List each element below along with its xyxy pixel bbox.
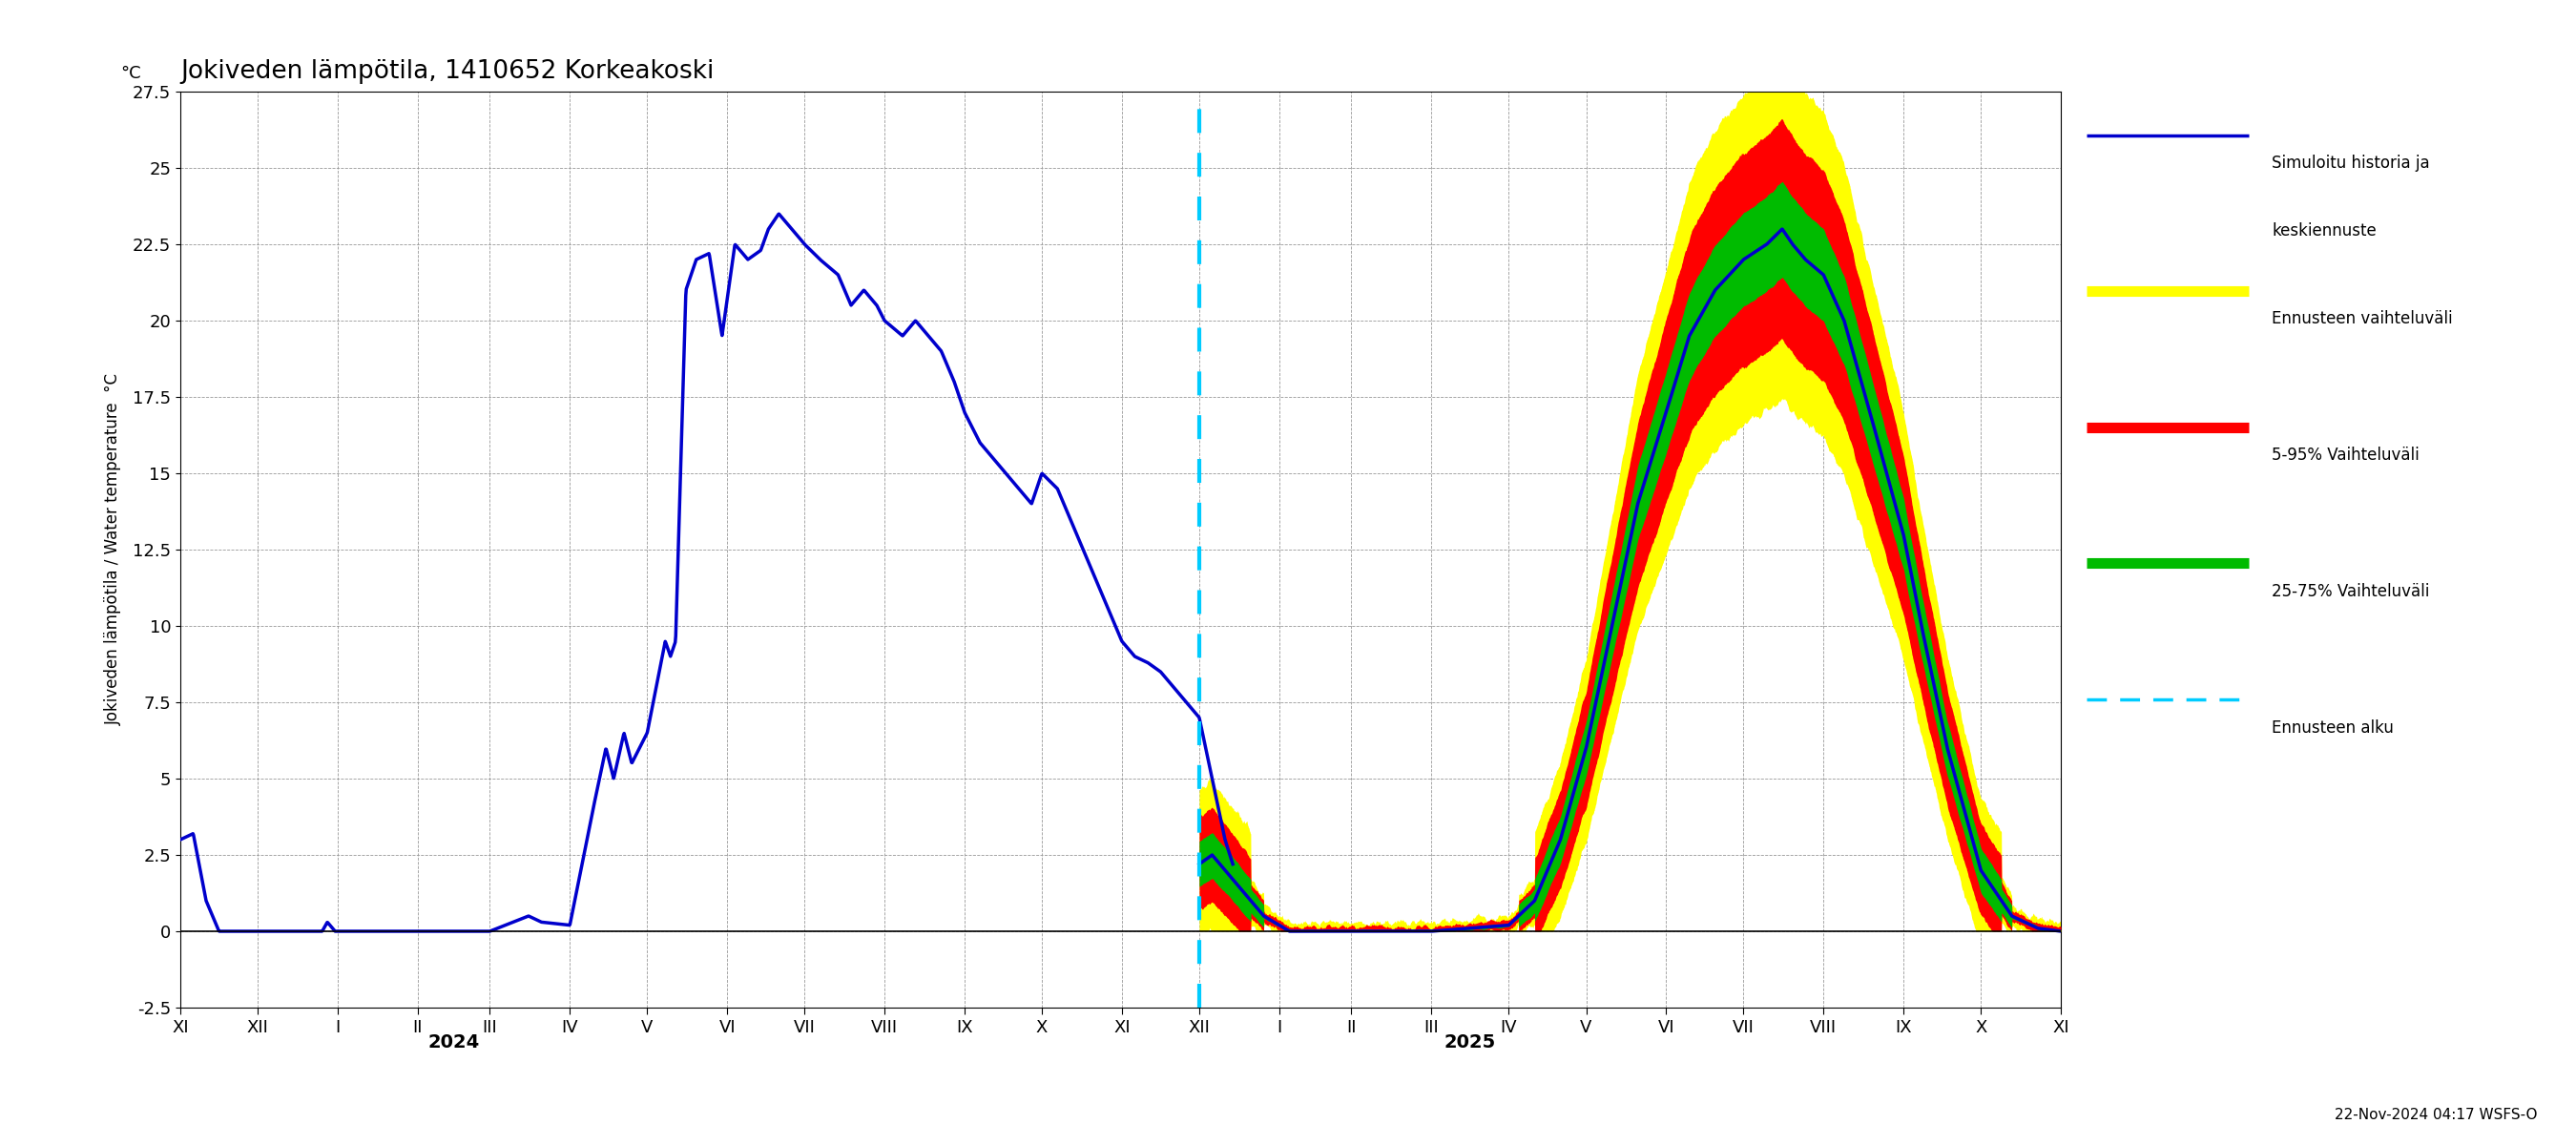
Text: °C: °C	[121, 65, 142, 82]
Text: keskiennuste: keskiennuste	[2272, 222, 2378, 239]
Text: Simuloitu historia ja: Simuloitu historia ja	[2272, 155, 2429, 172]
Text: 2024: 2024	[428, 1033, 479, 1051]
Y-axis label: Jokiveden lämpötila / Water temperature  °C: Jokiveden lämpötila / Water temperature …	[106, 373, 121, 726]
Text: 22-Nov-2024 04:17 WSFS-O: 22-Nov-2024 04:17 WSFS-O	[2334, 1108, 2537, 1122]
Text: 25-75% Vaihteluväli: 25-75% Vaihteluväli	[2272, 583, 2429, 600]
Text: 5-95% Vaihteluväli: 5-95% Vaihteluväli	[2272, 447, 2419, 464]
Text: Ennusteen alku: Ennusteen alku	[2272, 719, 2393, 736]
Text: 2025: 2025	[1445, 1033, 1497, 1051]
Text: Ennusteen vaihteluväli: Ennusteen vaihteluväli	[2272, 310, 2452, 327]
Text: Jokiveden lämpötila, 1410652 Korkeakoski: Jokiveden lämpötila, 1410652 Korkeakoski	[180, 60, 714, 84]
